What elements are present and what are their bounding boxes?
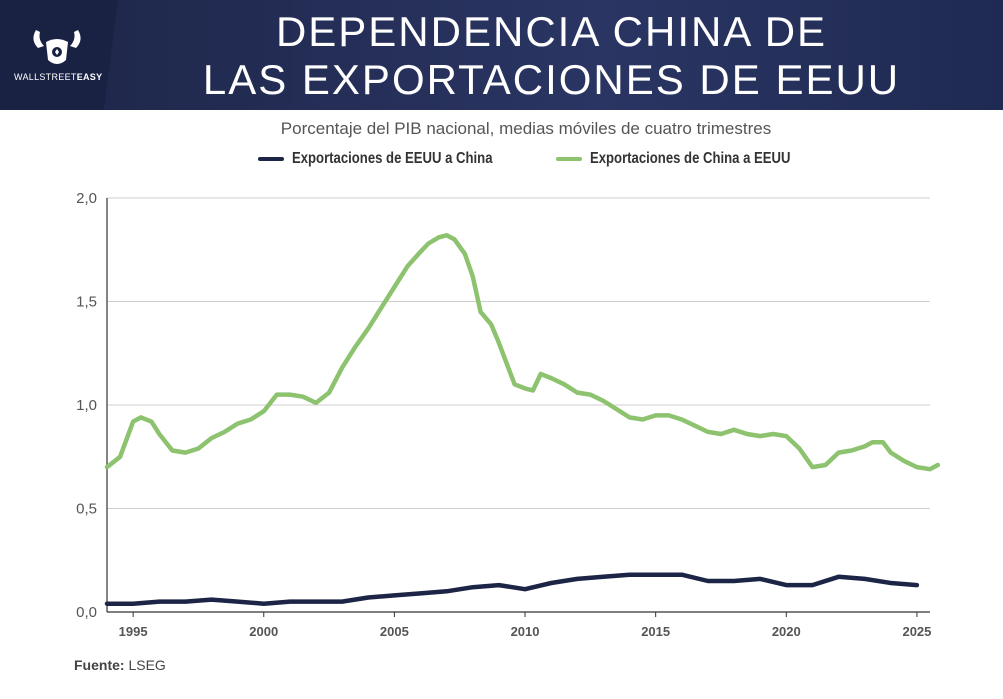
- legend-item-us-exports: Exportaciones de EEUU a China: [258, 150, 537, 168]
- x-tick-label: 2020: [772, 624, 801, 639]
- y-tick-label: 0,5: [76, 501, 97, 518]
- x-tick-label: 2010: [511, 624, 540, 639]
- header-logo-panel: WALLSTREETEASY: [0, 0, 118, 110]
- legend-item-china-exports: Exportaciones de China a EEUU: [556, 150, 835, 168]
- y-tick-label: 2,0: [76, 190, 97, 207]
- bull-logo-icon: [33, 30, 81, 64]
- source-note: Fuente: LSEG: [74, 657, 166, 673]
- series-line-china-exports: [104, 233, 941, 472]
- legend-label-china-exports: Exportaciones de China a EEUU: [590, 150, 791, 167]
- brand-prefix: WALLSTREET: [14, 72, 77, 82]
- title-line-2: LAS EXPORTACIONES DE EEUU: [202, 56, 901, 103]
- legend-swatch-china-exports: [556, 157, 582, 161]
- x-tick-label: 2025: [902, 624, 931, 639]
- source-label: Fuente:: [74, 657, 125, 673]
- brand-suffix: EASY: [76, 72, 103, 82]
- x-tick-label: 1995: [119, 624, 148, 639]
- chart-legend: Exportaciones de EEUU a China Exportacio…: [0, 150, 1003, 174]
- y-tick-label: 1,5: [76, 294, 97, 311]
- x-tick-label: 2000: [249, 624, 278, 639]
- series-line-us-exports: [104, 572, 920, 606]
- y-tick-label: 1,0: [76, 397, 97, 414]
- brand-name: WALLSTREETEASY: [14, 72, 102, 82]
- header-banner: WALLSTREETEASY DEPENDENCIA CHINA DE LAS …: [0, 0, 1003, 110]
- page-title: DEPENDENCIA CHINA DE LAS EXPORTACIONES D…: [140, 8, 963, 104]
- y-tick-label: 0,0: [76, 604, 97, 621]
- source-value: LSEG: [128, 657, 166, 673]
- x-tick-label: 2015: [641, 624, 670, 639]
- legend-swatch-us-exports: [258, 157, 284, 161]
- x-tick-label: 2005: [380, 624, 409, 639]
- title-line-1: DEPENDENCIA CHINA DE: [275, 8, 828, 55]
- legend-label-us-exports: Exportaciones de EEUU a China: [292, 150, 493, 167]
- chart-subtitle: Porcentaje del PIB nacional, medias móvi…: [280, 119, 772, 138]
